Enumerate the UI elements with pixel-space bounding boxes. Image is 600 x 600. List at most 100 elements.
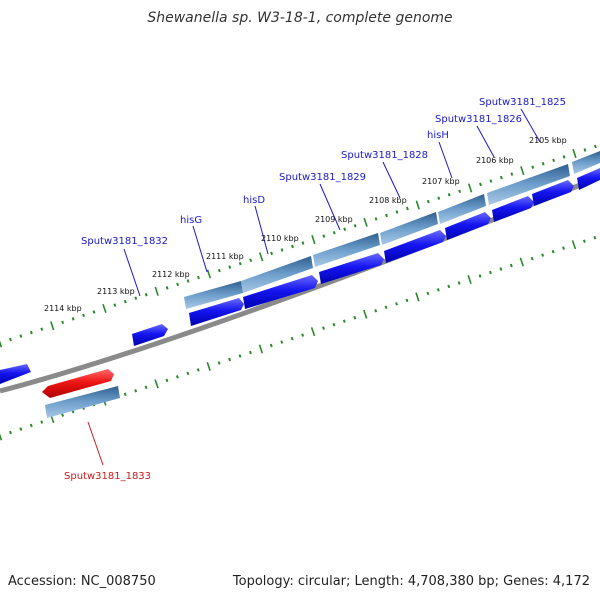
gene-label[interactable]: hisD — [243, 195, 265, 206]
cds-arrow[interactable] — [532, 180, 574, 206]
gene-bar[interactable] — [184, 281, 243, 309]
label-leaders — [87, 108, 541, 466]
scale-tick — [175, 375, 179, 379]
scale-tick — [290, 336, 294, 341]
scale-tick — [343, 227, 347, 232]
scale-label: 2111 kbp — [206, 252, 244, 261]
cds-arrow-highlight[interactable] — [42, 369, 114, 398]
scale-tick — [186, 371, 190, 376]
scale-tick — [154, 286, 159, 296]
scale-tick — [9, 430, 12, 435]
scale-label: 2106 kbp — [476, 156, 514, 165]
scale-tick — [520, 166, 525, 176]
scale-tick — [269, 343, 273, 348]
gene-label[interactable]: Sputw3181_1826 — [435, 114, 522, 125]
gene-label[interactable]: Sputw3181_1832 — [81, 236, 168, 247]
scale-tick — [436, 288, 440, 292]
scale-tick — [322, 234, 326, 238]
cds-arrow[interactable] — [445, 212, 491, 240]
cds-arrow[interactable] — [319, 253, 384, 284]
scale-tick — [71, 317, 75, 321]
genome-summary-text: Topology: circular; Length: 4,708,380 bp… — [232, 574, 590, 589]
gene-bar[interactable] — [380, 212, 438, 245]
scale-tick — [301, 333, 305, 337]
cds-arrow[interactable] — [577, 168, 600, 190]
scale-label: 2114 kbp — [44, 304, 82, 313]
scale-tick — [0, 340, 3, 348]
gene-label[interactable]: Sputw3181_1828 — [341, 150, 428, 161]
scale-tick — [541, 161, 545, 166]
scale-tick — [301, 241, 305, 245]
cds-arrow[interactable] — [0, 364, 31, 384]
scale-tick — [40, 327, 44, 331]
scale-tick — [40, 420, 44, 424]
accession-text: Accession: NC_008750 — [8, 574, 156, 589]
scale-tick — [258, 344, 264, 354]
scale-label: 2112 kbp — [152, 270, 190, 279]
cds-arrow[interactable] — [384, 230, 446, 263]
scale-tick — [385, 213, 388, 218]
scale-tick — [61, 413, 65, 417]
scale-tick — [551, 249, 555, 254]
scale-tick — [154, 379, 159, 389]
scale-tick — [583, 148, 587, 152]
cds-arrow[interactable] — [243, 275, 318, 309]
scale-tick — [332, 322, 336, 327]
scale-tick — [249, 350, 252, 355]
gene-bar[interactable] — [313, 233, 380, 267]
gene-bar[interactable] — [438, 194, 486, 224]
scale-tick — [9, 337, 12, 342]
gene-bar[interactable] — [241, 256, 313, 293]
cds-arrow[interactable] — [492, 196, 534, 222]
scale-tick — [572, 148, 577, 158]
scale-tick — [186, 279, 190, 283]
scale-tick — [384, 305, 388, 310]
scale-tick — [238, 354, 242, 358]
scale-tick — [478, 274, 482, 278]
highlight-gene-label[interactable]: Sputw3181_1833 — [64, 471, 151, 482]
cds-arrow[interactable] — [132, 324, 168, 346]
scale-tick — [29, 330, 33, 335]
gene-bar[interactable] — [487, 164, 570, 205]
scale-tick — [479, 182, 482, 187]
scale-label: 2108 kbp — [369, 196, 407, 205]
scale-tick — [310, 327, 316, 337]
scale-tick — [19, 427, 23, 431]
gene-bar[interactable] — [572, 151, 600, 174]
gene-label[interactable]: hisG — [180, 215, 202, 226]
scale-tick — [206, 269, 212, 279]
scale-tick — [134, 296, 138, 300]
scale-tick — [144, 293, 148, 297]
scale-tick — [457, 281, 461, 285]
scale-label: 2110 kbp — [261, 234, 299, 243]
scale-tick — [531, 165, 535, 169]
cds-arrow[interactable] — [189, 298, 244, 326]
scale-tick — [552, 158, 556, 163]
scale-tick — [19, 334, 23, 338]
scale-tick — [113, 303, 117, 307]
gene-label[interactable]: Sputw3181_1829 — [279, 172, 366, 183]
scale-tick — [165, 378, 169, 383]
scale-tick — [280, 340, 284, 344]
scale-tick — [415, 200, 420, 210]
scale-tick — [176, 282, 180, 287]
scale-label: 2107 kbp — [422, 177, 460, 186]
scale-tick — [541, 253, 545, 257]
scale-tick — [92, 310, 96, 314]
scale-tick — [249, 258, 253, 263]
scale-tick — [499, 175, 503, 180]
scale-label: 2113 kbp — [97, 287, 135, 296]
scale-tick — [405, 298, 409, 303]
scale-tick — [322, 326, 325, 330]
gene-label[interactable]: hisH — [427, 130, 449, 141]
gene-bar-highlight[interactable] — [45, 386, 120, 418]
gene-bar-track — [45, 151, 600, 418]
scale-tick — [311, 235, 316, 245]
scale-tick — [489, 179, 493, 183]
scale-tick — [228, 265, 232, 269]
scale-tick — [217, 268, 221, 273]
scale-tick — [489, 270, 492, 275]
gene-label[interactable]: Sputw3181_1825 — [479, 97, 566, 108]
scale-tick — [196, 368, 200, 372]
